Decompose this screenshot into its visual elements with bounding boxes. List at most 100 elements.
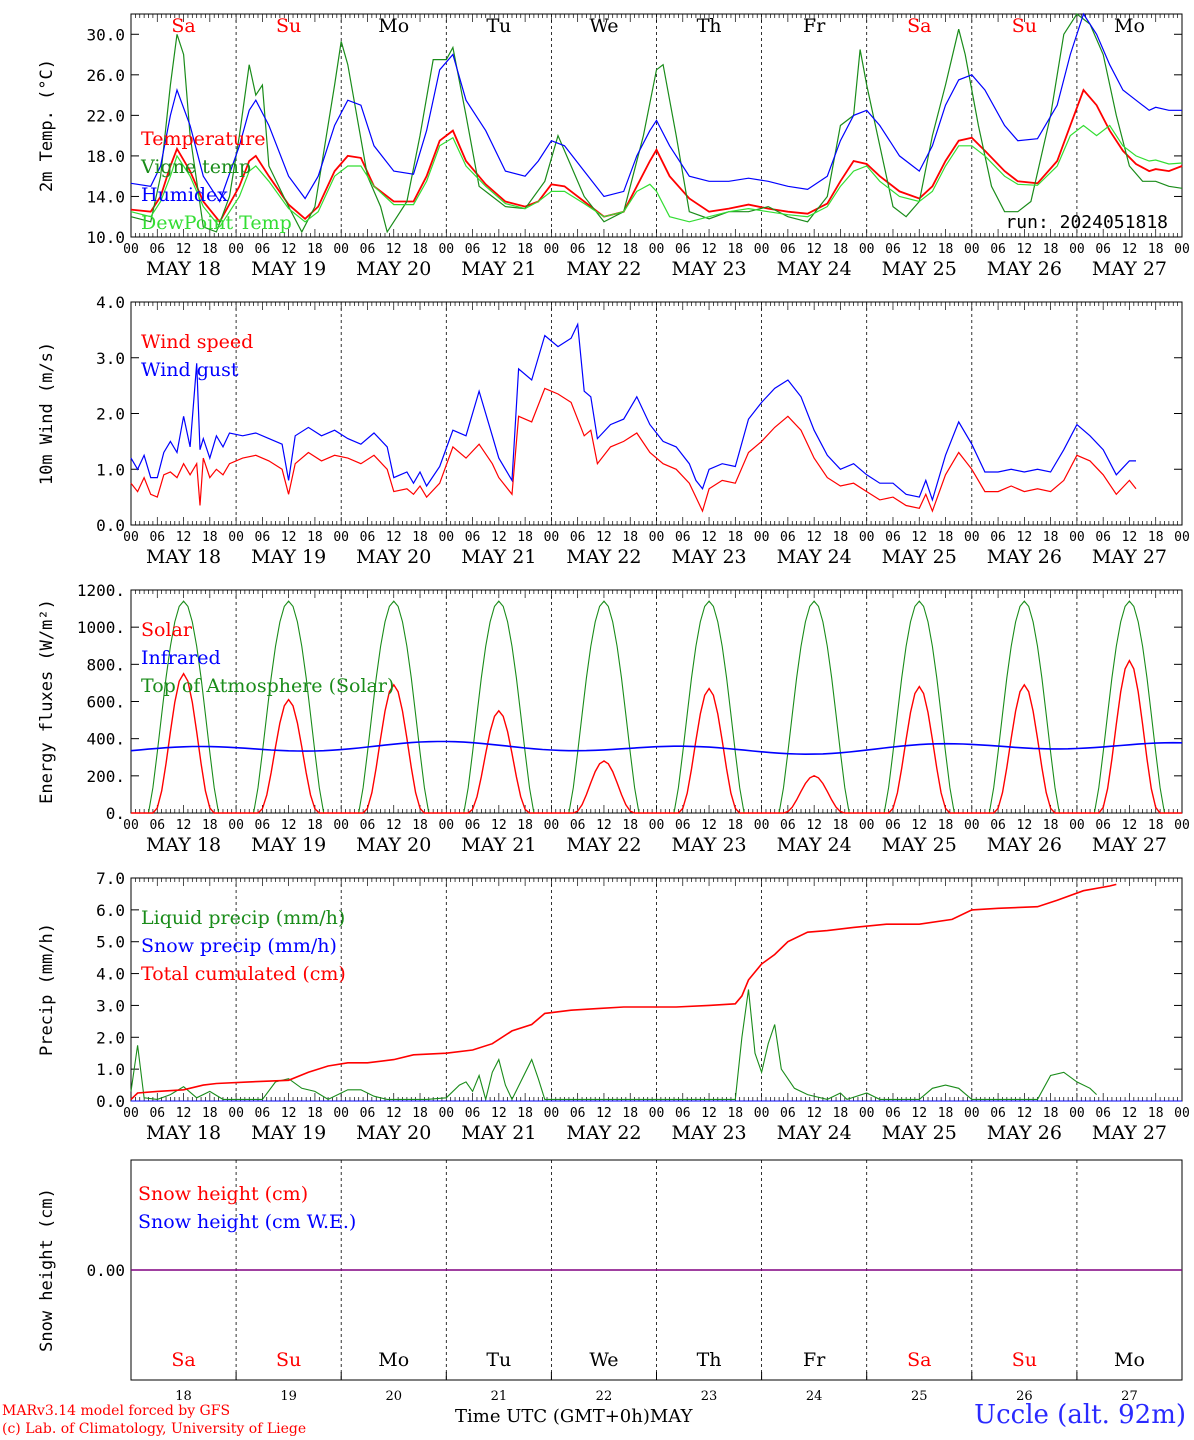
precip-hour-label: 12: [911, 1106, 927, 1121]
precip-date-label: MAY 25: [882, 1122, 957, 1144]
energy-ylabel: Energy fluxes (W/m²): [37, 599, 57, 804]
bottom-day-number: 19: [280, 1389, 297, 1404]
energy-ytick-label: 200.: [86, 767, 125, 786]
temp-hour-label: 12: [701, 242, 717, 257]
model-credit-line2: (c) Lab. of Climatology, University of L…: [2, 1421, 307, 1437]
snow-weekday-label: Sa: [171, 1349, 195, 1371]
precip-hour-label: 18: [307, 1106, 323, 1121]
snow-ytick-label: 0.00: [86, 1261, 125, 1280]
energy-hour-label: 00: [1069, 818, 1085, 833]
temp-hour-label: 18: [202, 242, 218, 257]
temp-hour-label: 18: [517, 242, 533, 257]
precip-ytick-label: 4.0: [96, 965, 125, 984]
energy-date-label: MAY 24: [777, 834, 852, 856]
wind-hour-label: 18: [1043, 530, 1059, 545]
wind-hour-label: 12: [491, 530, 507, 545]
energy-hour-label: 06: [990, 818, 1006, 833]
precip-hour-label: 06: [990, 1106, 1006, 1121]
temp-hour-label: 06: [675, 242, 691, 257]
wind-ytick-label: 0.0: [96, 516, 125, 535]
energy-date-label: MAY 27: [1092, 834, 1167, 856]
wind-hour-label: 00: [1069, 530, 1085, 545]
energy-hour-label: 00: [649, 818, 665, 833]
wind-hour-label: 06: [360, 530, 376, 545]
precip-hour-label: 00: [1069, 1106, 1085, 1121]
energy-hour-label: 06: [675, 818, 691, 833]
energy-hour-label: 06: [780, 818, 796, 833]
precip-hour-label: 12: [386, 1106, 402, 1121]
temp-hour-label: 18: [622, 242, 638, 257]
energy-series-infrared: [130, 740, 1183, 756]
bottom-day-number: 27: [1121, 1389, 1138, 1404]
precip-hour-label: 18: [938, 1106, 954, 1121]
precip-hour-label: 06: [149, 1106, 165, 1121]
temp-legend-dewpoint-temp: DewPoint Temp: [141, 212, 292, 234]
wind-hour-label: 00: [964, 530, 980, 545]
precip-hour-label: 18: [1148, 1106, 1164, 1121]
temp-ylabel: 2m Temp. (°C): [37, 59, 57, 192]
energy-hour-label: 12: [176, 818, 192, 833]
precip-date-label: MAY 20: [356, 1122, 431, 1144]
wind-date-label: MAY 26: [987, 546, 1062, 568]
wind-hour-label: 00: [544, 530, 560, 545]
energy-hour-label: 06: [149, 818, 165, 833]
temp-date-label: MAY 27: [1092, 258, 1167, 280]
wind-date-label: MAY 21: [461, 546, 536, 568]
temp-series-temperature: [130, 88, 1183, 224]
energy-date-label: MAY 21: [461, 834, 536, 856]
precip-date-label: MAY 23: [671, 1122, 746, 1144]
precip-hour-label: 12: [176, 1106, 192, 1121]
snow-weekday-label: We: [589, 1349, 618, 1371]
precip-ytick-label: 3.0: [96, 996, 125, 1015]
energy-hour-label: 06: [570, 818, 586, 833]
energy-hour-label: 12: [491, 818, 507, 833]
precip-series-liquid-precip-mm-h-: [130, 989, 1097, 1102]
energy-hour-label: 06: [885, 818, 901, 833]
temp-hour-label: 12: [1122, 242, 1138, 257]
precip-hour-label: 18: [833, 1106, 849, 1121]
energy-panel: [130, 589, 1183, 814]
wind-hour-label: 18: [1148, 530, 1164, 545]
temp-date-label: MAY 18: [146, 258, 221, 280]
precip-date-label: MAY 19: [251, 1122, 326, 1144]
snow-weekday-label: Sa: [907, 1349, 931, 1371]
temp-weekday-label: Sa: [171, 15, 195, 37]
precip-hour-label: 18: [517, 1106, 533, 1121]
temp-hour-label: 18: [307, 242, 323, 257]
wind-hour-label: 06: [675, 530, 691, 545]
temp-hour-label: 00: [544, 242, 560, 257]
wind-ylabel: 10m Wind (m/s): [37, 342, 57, 485]
precip-ytick-label: 2.0: [96, 1028, 125, 1047]
temp-hour-label: 00: [754, 242, 770, 257]
precip-series-total-cumulated-cm-: [130, 883, 1117, 1100]
temp-hour-label: 12: [281, 242, 297, 257]
temp-legend-temperature: Temperature: [141, 128, 265, 150]
wind-ytick-label: 3.0: [96, 349, 125, 368]
temp-hour-label: 06: [255, 242, 271, 257]
precip-date-label: MAY 22: [566, 1122, 641, 1144]
wind-hour-label: 06: [780, 530, 796, 545]
temp-hour-label: 06: [570, 242, 586, 257]
snow-weekday-label: Fr: [803, 1349, 826, 1371]
temp-hour-label: 00: [438, 242, 454, 257]
temp-hour-label: 00: [123, 242, 139, 257]
wind-hour-label: 18: [938, 530, 954, 545]
model-credit-line1: MARv3.14 model forced by GFS: [2, 1403, 231, 1419]
temp-legend-humidex: Humidex: [141, 184, 228, 206]
wind-date-label: MAY 19: [251, 546, 326, 568]
energy-hour-label: 18: [517, 818, 533, 833]
wind-hour-label: 12: [1017, 530, 1033, 545]
run-annotation: run: 2024051818: [1005, 212, 1168, 233]
snow-weekday-label: Tu: [486, 1349, 511, 1371]
precip-hour-label: 06: [360, 1106, 376, 1121]
temp-weekday-label: Fr: [803, 15, 826, 37]
energy-hour-label: 00: [1174, 818, 1190, 833]
energy-hour-label: 18: [727, 818, 743, 833]
energy-hour-label: 12: [596, 818, 612, 833]
energy-hour-label: 18: [202, 818, 218, 833]
energy-legend-infrared: Infrared: [141, 647, 221, 669]
temp-hour-label: 00: [859, 242, 875, 257]
precip-hour-label: 06: [885, 1106, 901, 1121]
station-label: Uccle (alt. 92m): [974, 1400, 1186, 1430]
wind-hour-label: 18: [202, 530, 218, 545]
